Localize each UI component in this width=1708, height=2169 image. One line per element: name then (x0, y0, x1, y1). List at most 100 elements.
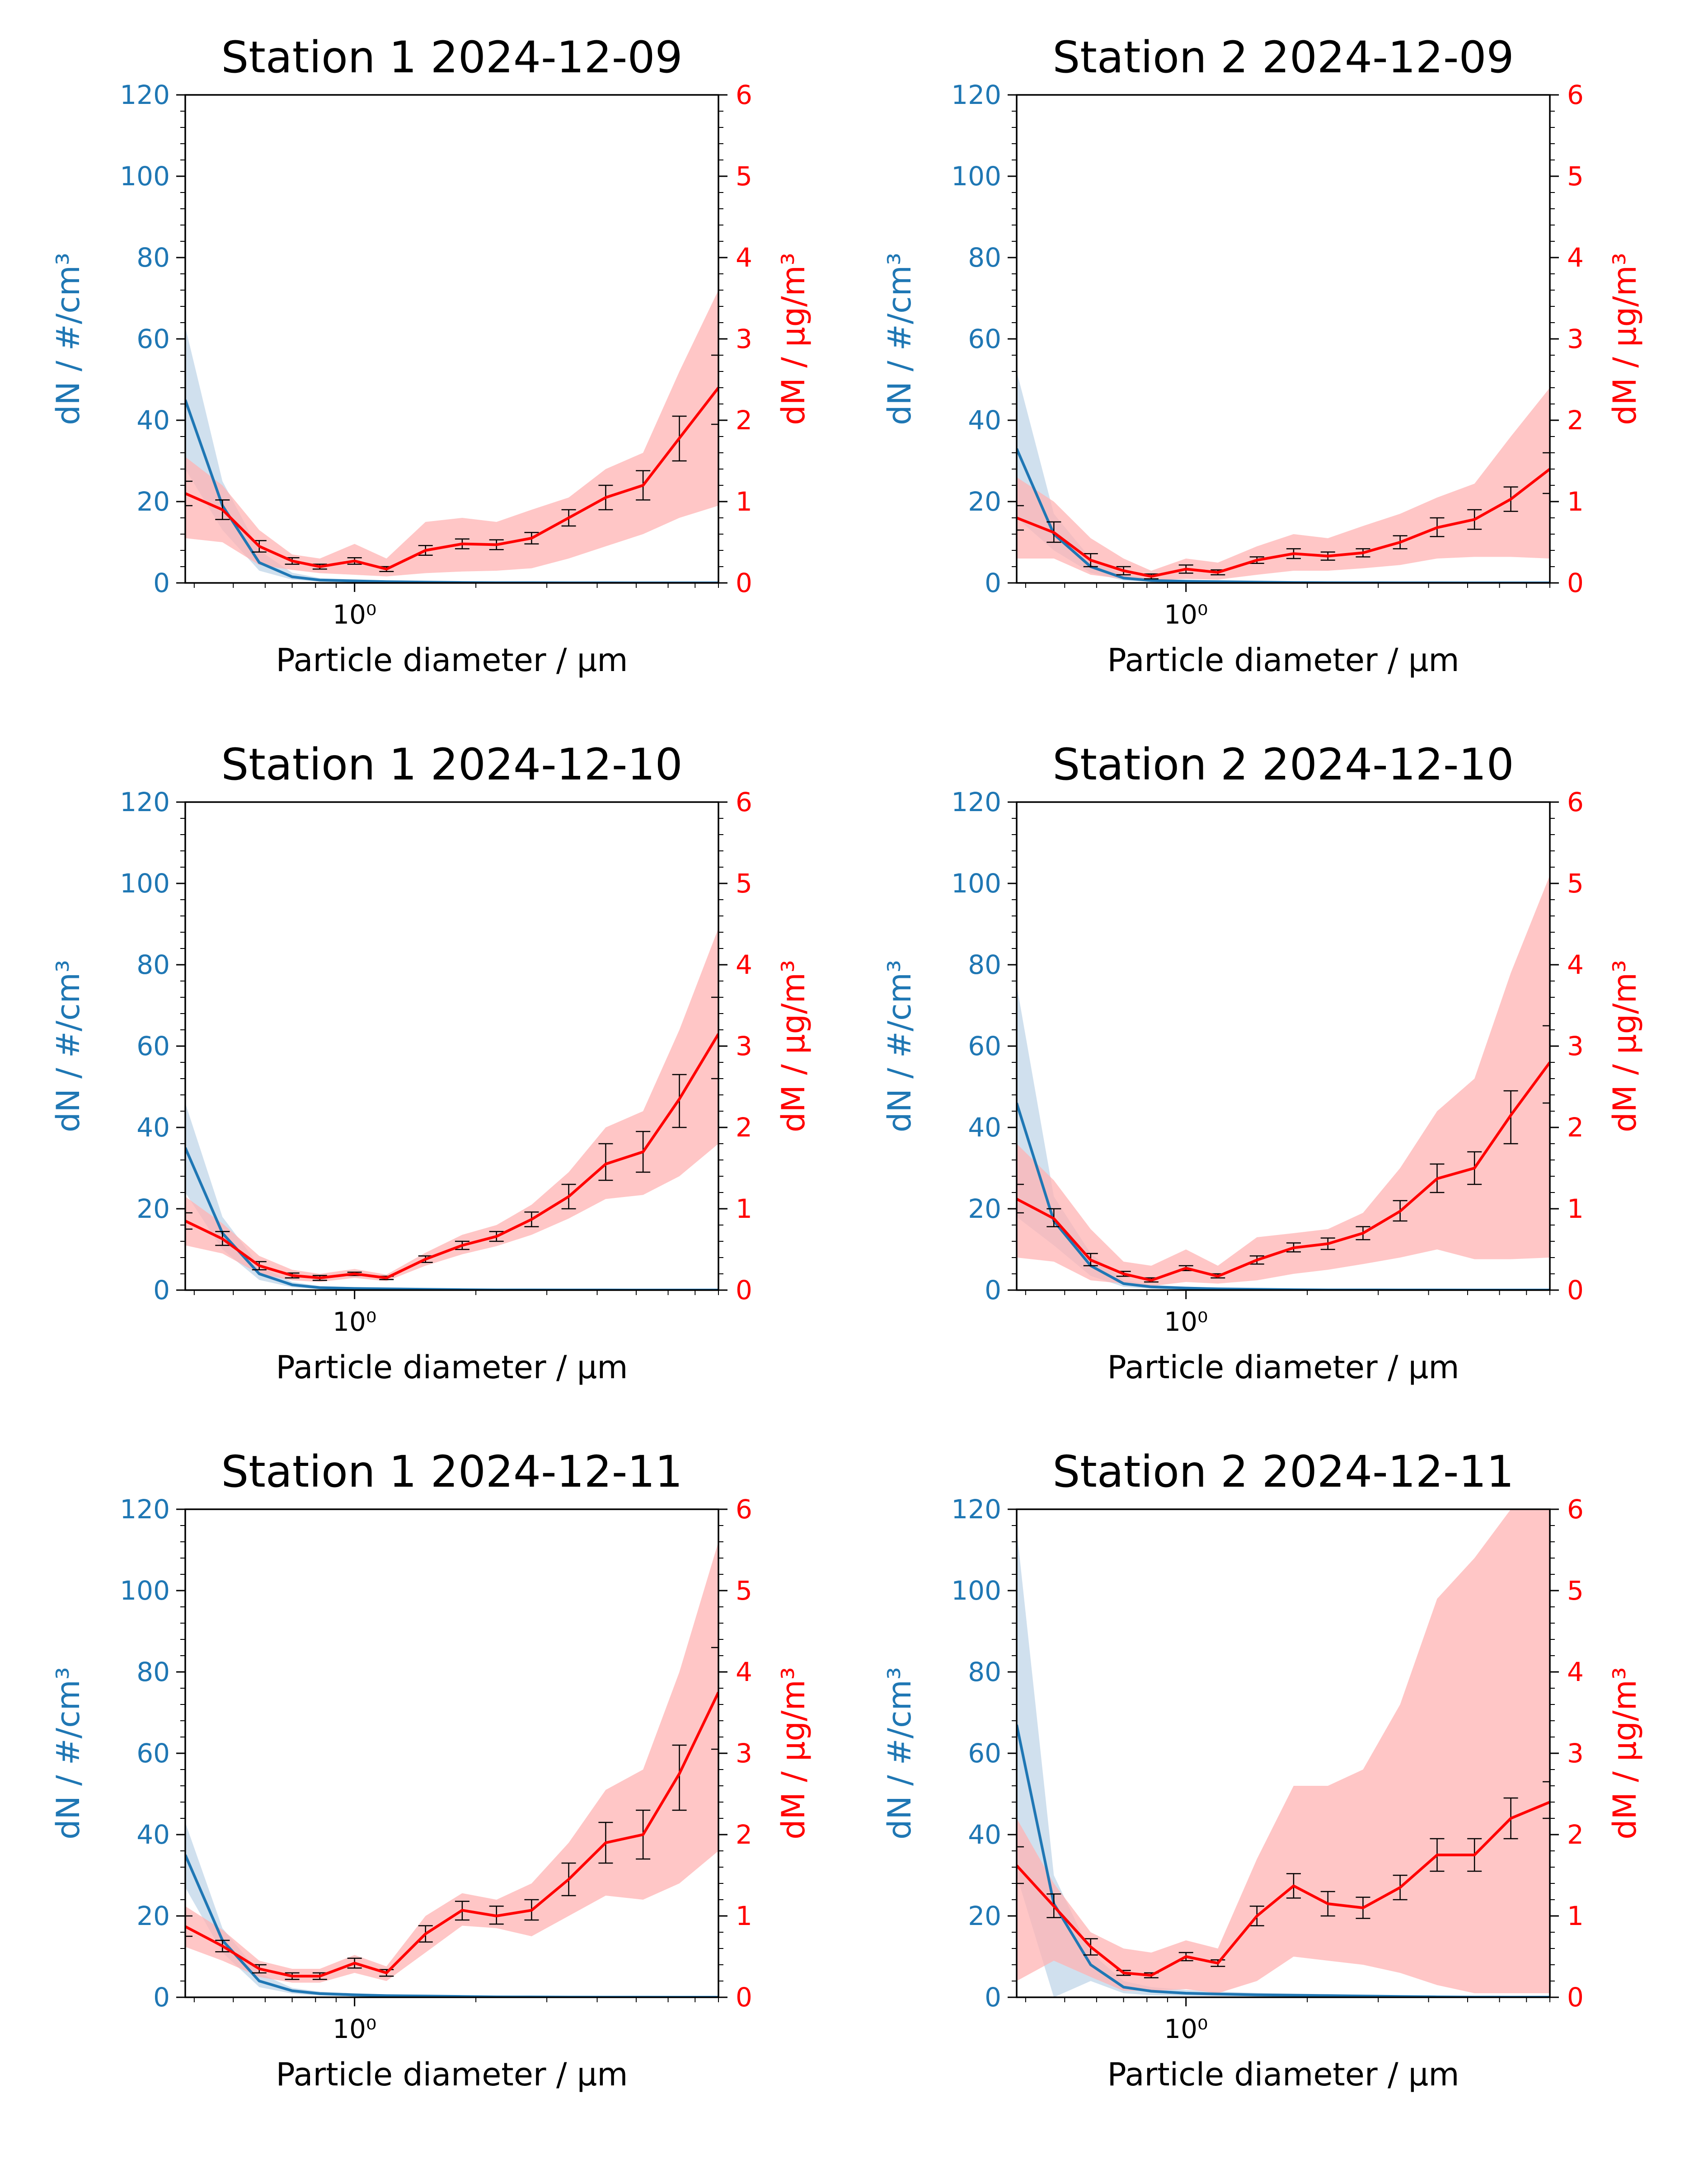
left-tick-label: 80 (136, 1657, 170, 1687)
left-tick-label: 60 (968, 1738, 1001, 1769)
right-tick-label: 0 (736, 1275, 752, 1305)
error-bar (1017, 1183, 1024, 1214)
x-tick-label: 10⁰ (1164, 1306, 1208, 1337)
right-tick-label: 2 (736, 1819, 752, 1850)
right-tick-label: 4 (736, 1657, 752, 1687)
right-tick-label: 1 (1567, 1901, 1584, 1931)
right-tick-label: 5 (736, 1575, 752, 1606)
left-tick-label: 20 (136, 1193, 170, 1224)
y-right-axis-label: dM / μg/m³ (775, 253, 812, 425)
right-tick-label: 5 (1567, 161, 1584, 192)
y-left-axis-label: dN / #/cm³ (50, 1667, 87, 1840)
left-tick-label: 100 (951, 161, 1001, 192)
x-tick-label: 10⁰ (1164, 2014, 1208, 2044)
right-tick-label: 4 (736, 949, 752, 980)
y-left-axis-label: dN / #/cm³ (50, 960, 87, 1132)
y-left-axis-label: dN / #/cm³ (50, 253, 87, 425)
mass-band (1017, 1509, 1550, 1993)
subplot-title: Station 2 2024-12-10 (1052, 739, 1514, 790)
left-tick-label: 0 (153, 1982, 170, 2013)
mass-line (185, 1033, 718, 1279)
error-bar (1543, 1781, 1550, 1819)
left-tick-label: 80 (968, 949, 1001, 980)
subplot-title: Station 1 2024-12-11 (221, 1446, 682, 1497)
plot-area (1017, 875, 1550, 1290)
mass-line (185, 387, 718, 571)
error-bar (185, 480, 192, 507)
right-tick-label: 3 (736, 1031, 752, 1061)
right-tick-label: 2 (1567, 1112, 1584, 1143)
right-tick-label: 6 (1567, 787, 1584, 817)
error-bar (672, 1744, 687, 1811)
left-tick-label: 40 (136, 1819, 170, 1850)
left-tick-label: 40 (968, 1112, 1001, 1143)
subplot-5: 0 20 40 60 80 100 120 0 1 2 3 4 5 6 10⁰ Station 1 2024-… (50, 1446, 812, 2093)
right-tick-label: 2 (736, 1112, 752, 1143)
left-tick-label: 40 (968, 405, 1001, 436)
error-bar (185, 1212, 192, 1230)
right-tick-label: 4 (1567, 1657, 1584, 1687)
right-tick-label: 3 (736, 324, 752, 354)
left-tick-label: 80 (136, 949, 170, 980)
y-right-axis-label: dM / μg/m³ (775, 960, 812, 1132)
left-tick-label: 20 (136, 1901, 170, 1931)
right-tick-label: 1 (1567, 486, 1584, 517)
left-tick-label: 20 (968, 1901, 1001, 1931)
mass-band (1017, 875, 1550, 1286)
right-tick-label: 0 (736, 568, 752, 598)
left-tick-label: 40 (968, 1819, 1001, 1850)
right-tick-label: 6 (736, 80, 752, 110)
left-tick-label: 120 (951, 787, 1001, 817)
right-tick-label: 6 (1567, 1494, 1584, 1525)
right-tick-label: 6 (1567, 80, 1584, 110)
right-tick-label: 5 (1567, 1575, 1584, 1606)
x-axis-label: Particle diameter / μm (276, 642, 628, 679)
left-tick-label: 120 (951, 1494, 1001, 1525)
left-tick-label: 120 (120, 1494, 170, 1525)
right-tick-label: 1 (1567, 1193, 1584, 1224)
right-tick-label: 1 (736, 486, 752, 517)
x-tick-label: 10⁰ (1164, 599, 1208, 630)
y-right-axis-label: dM / μg/m³ (1606, 253, 1643, 425)
mass-band (1017, 388, 1550, 581)
right-tick-label: 4 (736, 242, 752, 273)
subplot-4: 0 20 40 60 80 100 120 0 1 2 3 4 5 6 10⁰ Station 2 2024-… (881, 739, 1643, 1386)
left-tick-label: 0 (985, 568, 1001, 598)
subplot-title: Station 2 2024-12-09 (1052, 32, 1514, 83)
left-tick-label: 120 (120, 80, 170, 110)
subplot-title: Station 1 2024-12-09 (221, 32, 682, 83)
right-tick-label: 2 (1567, 1819, 1584, 1850)
left-tick-label: 0 (153, 1275, 170, 1305)
subplot-title: Station 1 2024-12-10 (221, 739, 682, 790)
left-tick-label: 100 (951, 868, 1001, 899)
axes-frame (184, 801, 719, 1291)
y-right-axis-label: dM / μg/m³ (775, 1667, 812, 1840)
left-tick-label: 60 (968, 324, 1001, 354)
mass-band (185, 290, 718, 577)
mass-line (185, 1691, 718, 1978)
mass-line (1017, 468, 1550, 578)
right-tick-label: 1 (736, 1193, 752, 1224)
right-tick-label: 2 (736, 405, 752, 436)
right-tick-label: 6 (736, 1494, 752, 1525)
left-tick-label: 0 (985, 1275, 1001, 1305)
left-tick-label: 20 (968, 486, 1001, 517)
left-tick-label: 60 (136, 1031, 170, 1061)
right-tick-label: 0 (1567, 1275, 1584, 1305)
left-tick-label: 0 (985, 1982, 1001, 2013)
x-axis-label: Particle diameter / μm (276, 1349, 628, 1386)
left-tick-label: 80 (968, 242, 1001, 273)
subplot-2: 0 20 40 60 80 100 120 0 1 2 3 4 5 6 10⁰ Station 2 2024-… (881, 32, 1643, 679)
subplot-3: 0 20 40 60 80 100 120 0 1 2 3 4 5 6 10⁰ Station 1 2024-… (50, 739, 812, 1386)
error-bar (1543, 452, 1550, 494)
right-tick-label: 5 (736, 868, 752, 899)
y-right-axis-label: dM / μg/m³ (1606, 1667, 1643, 1840)
plot-area (185, 1542, 718, 1997)
x-axis-label: Particle diameter / μm (1107, 642, 1459, 679)
subplot-title: Station 2 2024-12-11 (1052, 1446, 1514, 1497)
x-tick-label: 10⁰ (333, 1306, 376, 1337)
left-tick-label: 40 (136, 1112, 170, 1143)
y-left-axis-label: dN / #/cm³ (881, 960, 918, 1132)
mass-line (1017, 1801, 1550, 1977)
